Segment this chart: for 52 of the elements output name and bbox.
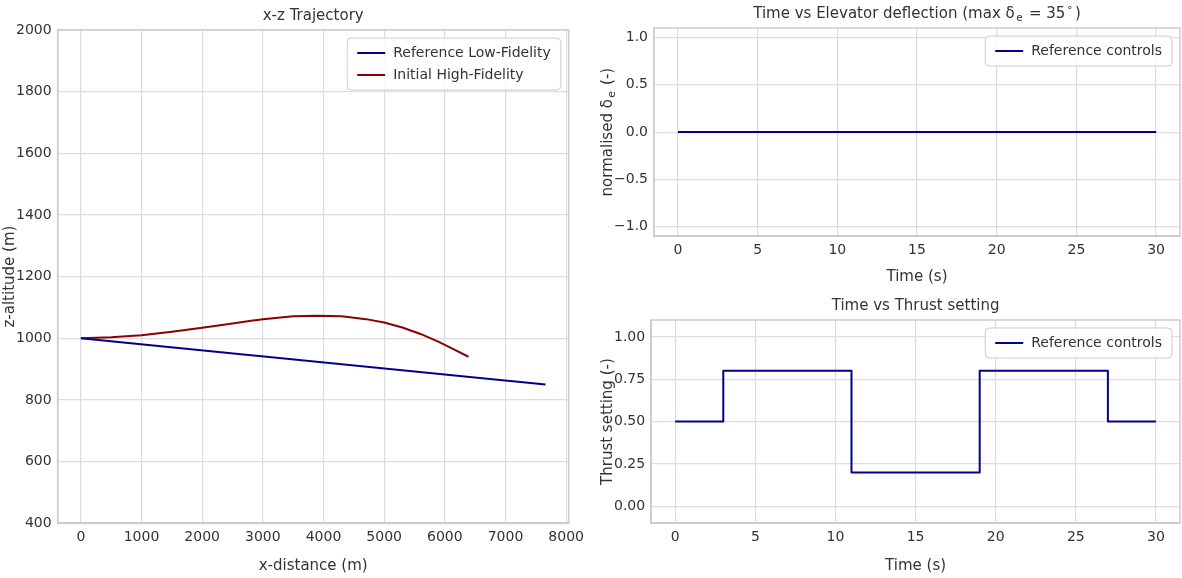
y-axis-title: z-altitude (m) bbox=[0, 225, 18, 328]
x-tick-label: 4000 bbox=[305, 528, 342, 545]
x-tick-label: 1000 bbox=[123, 528, 160, 545]
x-tick-label: 0 bbox=[76, 528, 86, 545]
x-tick-label: 8000 bbox=[548, 528, 584, 545]
x-tick-label: 7000 bbox=[487, 528, 524, 545]
x-tick-label: 20 bbox=[986, 528, 1005, 545]
y-tick-label: 1.00 bbox=[614, 327, 646, 344]
y-axis-title: Thrust setting (-) bbox=[597, 358, 616, 486]
x-axis-title: Time (s) bbox=[884, 555, 947, 574]
x-tick-label: 10 bbox=[828, 241, 847, 258]
legend-label: Reference controls bbox=[1031, 333, 1163, 350]
y-tick-label: 2000 bbox=[15, 20, 52, 37]
x-tick-label: 5 bbox=[750, 528, 760, 545]
y-tick-label: 1800 bbox=[15, 82, 52, 99]
y-tick-label: 1000 bbox=[15, 328, 52, 345]
x-tick-label: 25 bbox=[1067, 241, 1086, 258]
x-tick-label: 15 bbox=[906, 528, 925, 545]
x-axis-title: x-distance (m) bbox=[258, 555, 368, 574]
y-tick-label: 0.75 bbox=[614, 369, 646, 386]
x-tick-label: 0 bbox=[673, 241, 683, 258]
legend-label: Reference controls bbox=[1031, 41, 1163, 58]
y-tick-label: 0.00 bbox=[614, 496, 646, 513]
x-tick-label: 5000 bbox=[366, 528, 402, 545]
x-tick-label: 2000 bbox=[184, 528, 220, 545]
x-tick-label: 30 bbox=[1147, 528, 1165, 545]
x-tick-label: 5 bbox=[753, 241, 763, 258]
y-tick-label: 1400 bbox=[15, 205, 52, 222]
y-tick-label: 0.50 bbox=[614, 412, 646, 429]
x-tick-label: 15 bbox=[908, 241, 926, 258]
y-tick-label: 1200 bbox=[15, 267, 52, 284]
legend-label: Reference Low-Fidelity bbox=[393, 43, 551, 60]
x-tick-label: 3000 bbox=[245, 528, 281, 545]
y-tick-label: −1.0 bbox=[614, 217, 648, 234]
x-tick-label: 30 bbox=[1147, 241, 1165, 258]
x-tick-label: 6000 bbox=[427, 528, 463, 545]
x-tick-label: 25 bbox=[1066, 528, 1085, 545]
x-tick-label: 0 bbox=[670, 528, 680, 545]
legend-label: Initial High-Fidelity bbox=[393, 65, 524, 82]
chart-title: Time vs Thrust setting bbox=[830, 295, 1000, 314]
y-tick-label: 800 bbox=[24, 390, 52, 407]
y-tick-label: 1600 bbox=[15, 143, 52, 160]
y-tick-label: 600 bbox=[24, 452, 52, 469]
y-tick-label: 0.0 bbox=[625, 122, 648, 139]
x-axis-title: Time (s) bbox=[885, 266, 948, 285]
chart-title: x-z Trajectory bbox=[262, 5, 364, 24]
y-tick-label: 0.25 bbox=[614, 454, 646, 471]
y-tick-label: 0.5 bbox=[625, 75, 648, 92]
y-tick-label: 400 bbox=[24, 513, 52, 530]
x-tick-label: 10 bbox=[826, 528, 845, 545]
y-tick-label: 1.0 bbox=[625, 28, 648, 45]
x-tick-label: 20 bbox=[987, 241, 1006, 258]
